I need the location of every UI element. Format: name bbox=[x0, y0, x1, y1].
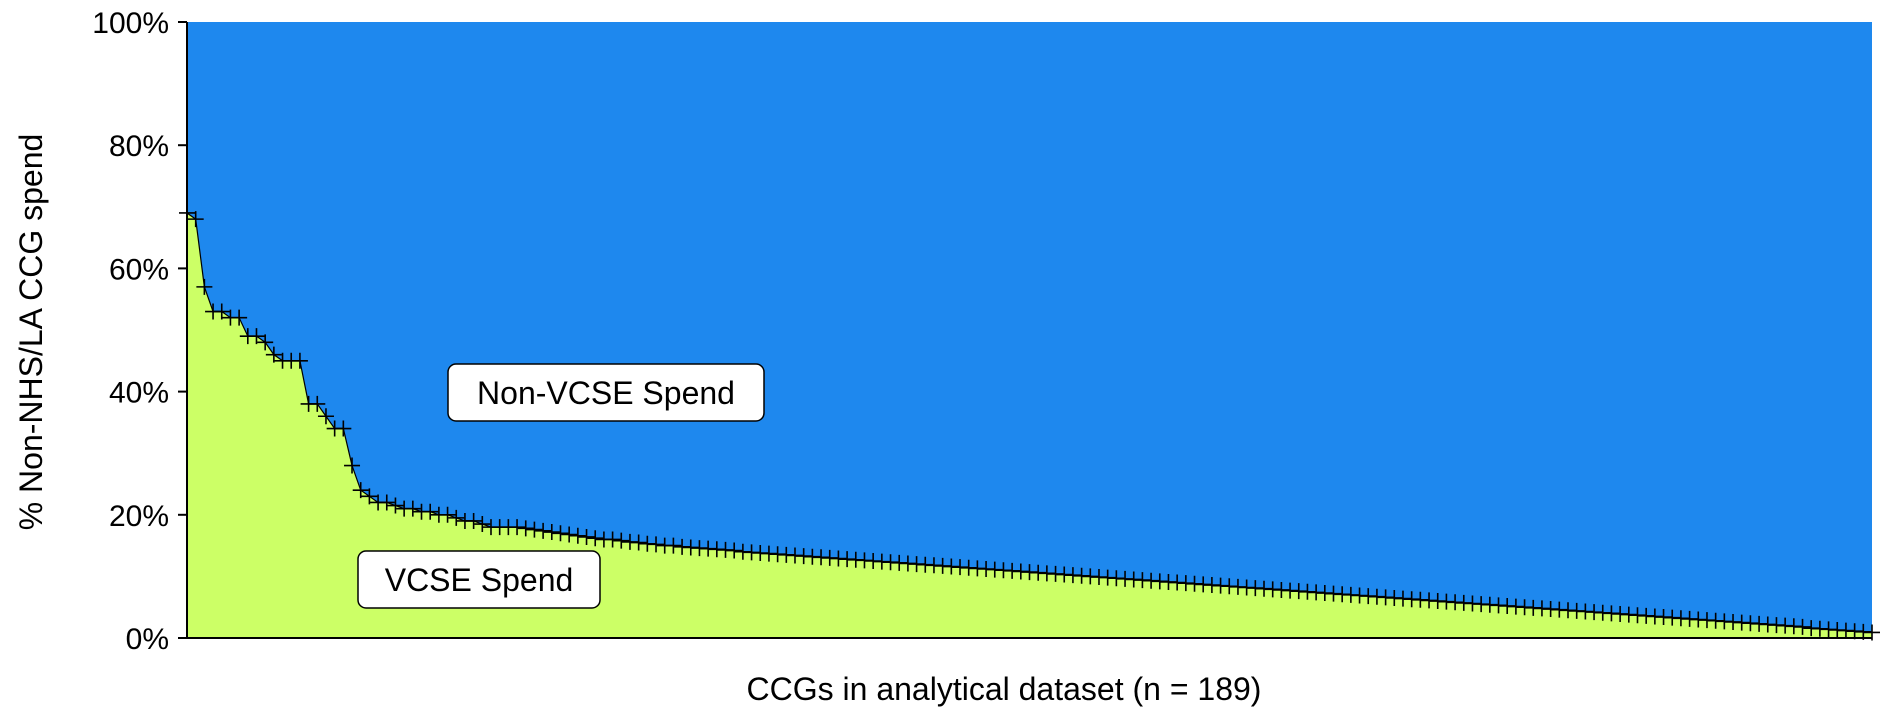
data-point-48 bbox=[587, 530, 604, 547]
data-point-22 bbox=[361, 488, 378, 505]
data-point-11 bbox=[265, 346, 282, 363]
data-point-34 bbox=[465, 512, 482, 529]
data-point-47 bbox=[578, 528, 595, 545]
plot-area bbox=[186, 22, 1873, 638]
data-point-27 bbox=[404, 500, 421, 517]
data-point-20 bbox=[344, 457, 361, 474]
data-point-17 bbox=[317, 408, 334, 425]
annotation-non-vcse-spend: Non-VCSE Spend bbox=[447, 363, 765, 422]
data-point-21 bbox=[352, 482, 369, 499]
data-point-32 bbox=[448, 509, 465, 526]
data-point-64 bbox=[726, 542, 743, 559]
data-point-19 bbox=[335, 420, 352, 437]
data-point-43 bbox=[543, 524, 560, 541]
vcse-area bbox=[187, 212, 1872, 638]
data-point-40 bbox=[517, 520, 534, 537]
data-point-10 bbox=[257, 334, 274, 351]
y-axis: 0% 20% 40% 60% 80% 100% bbox=[92, 7, 1872, 656]
annotation-vcse-label: VCSE Spend bbox=[385, 562, 574, 598]
data-point-39 bbox=[509, 519, 526, 536]
data-point-55 bbox=[648, 536, 665, 553]
y-tick-label-5: 100% bbox=[92, 7, 169, 40]
data-point-9 bbox=[248, 328, 265, 345]
data-point-41 bbox=[526, 521, 543, 538]
annotation-non-vcse-label: Non-VCSE Spend bbox=[477, 375, 735, 411]
annotation-vcse-spend: VCSE Spend bbox=[357, 550, 601, 609]
data-point-53 bbox=[630, 534, 647, 551]
y-tick-label-0: 0% bbox=[126, 623, 169, 656]
y-tick-label-4: 80% bbox=[109, 130, 169, 163]
data-point-16 bbox=[309, 395, 326, 412]
y-axis-title: % Non-NHS/LA CCG spend bbox=[13, 134, 49, 531]
data-point-7 bbox=[231, 309, 248, 326]
data-point-57 bbox=[665, 537, 682, 554]
data-point-51 bbox=[613, 532, 630, 549]
y-tick-label-1: 20% bbox=[109, 500, 169, 533]
data-point-35 bbox=[474, 516, 491, 533]
data-point-44 bbox=[552, 525, 569, 542]
y-tick-label-3: 60% bbox=[109, 253, 169, 286]
data-point-24 bbox=[378, 494, 395, 511]
data-point-42 bbox=[535, 522, 552, 539]
data-markers bbox=[179, 204, 1880, 641]
data-point-45 bbox=[561, 526, 578, 543]
data-point-46 bbox=[569, 527, 586, 544]
data-point-14 bbox=[291, 352, 308, 369]
data-point-2 bbox=[187, 211, 204, 228]
data-point-3 bbox=[196, 278, 213, 295]
y-tick-label-2: 40% bbox=[109, 377, 169, 410]
data-point-187 bbox=[1794, 618, 1811, 635]
x-axis-title: CCGs in analytical dataset (n = 189) bbox=[747, 671, 1262, 707]
data-point-29 bbox=[422, 503, 439, 520]
data-point-31 bbox=[439, 506, 456, 523]
data-point-5 bbox=[213, 303, 230, 320]
data-point-50 bbox=[604, 531, 621, 548]
data-point-25 bbox=[387, 497, 404, 514]
